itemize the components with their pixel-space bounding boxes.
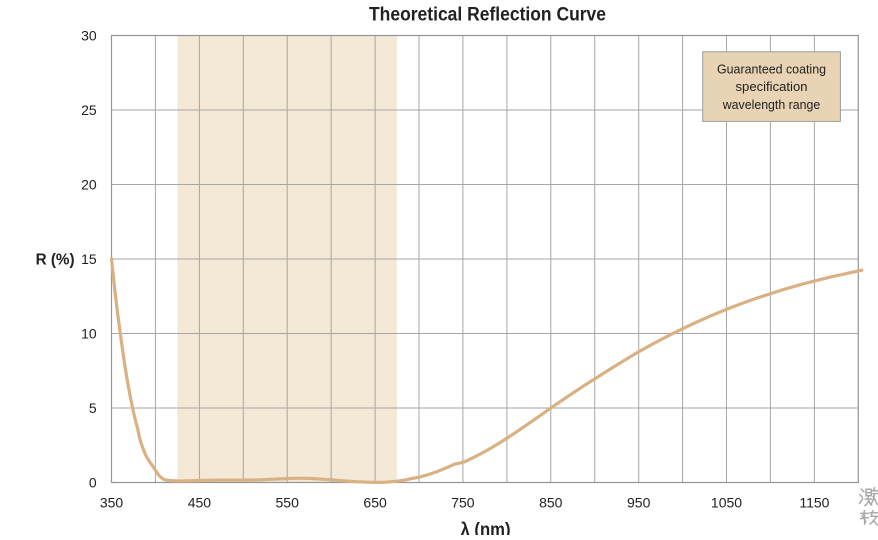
svg-text:specification: specification xyxy=(736,79,808,94)
svg-text:10: 10 xyxy=(81,326,97,342)
svg-text:1150: 1150 xyxy=(799,495,829,511)
svg-text:30: 30 xyxy=(81,28,97,44)
svg-text:0: 0 xyxy=(89,475,97,491)
svg-text:15: 15 xyxy=(81,251,97,267)
svg-text:Guaranteed coating: Guaranteed coating xyxy=(717,61,826,76)
svg-text:350: 350 xyxy=(100,495,124,511)
svg-text:850: 850 xyxy=(539,495,563,511)
svg-text:5: 5 xyxy=(89,400,97,416)
svg-text:650: 650 xyxy=(363,495,387,511)
svg-text:550: 550 xyxy=(276,495,300,511)
svg-text:750: 750 xyxy=(451,495,475,511)
svg-text:950: 950 xyxy=(627,495,651,511)
svg-text:wavelength range: wavelength range xyxy=(722,97,820,112)
svg-text:25: 25 xyxy=(81,102,97,118)
svg-text:Theoretical Reflection Curve: Theoretical Reflection Curve xyxy=(369,5,606,26)
svg-text:1050: 1050 xyxy=(711,495,742,511)
svg-text:R (%): R (%) xyxy=(36,252,75,269)
svg-text:450: 450 xyxy=(188,495,212,511)
svg-text:20: 20 xyxy=(81,177,97,193)
svg-text:λ (nm): λ (nm) xyxy=(461,520,511,536)
